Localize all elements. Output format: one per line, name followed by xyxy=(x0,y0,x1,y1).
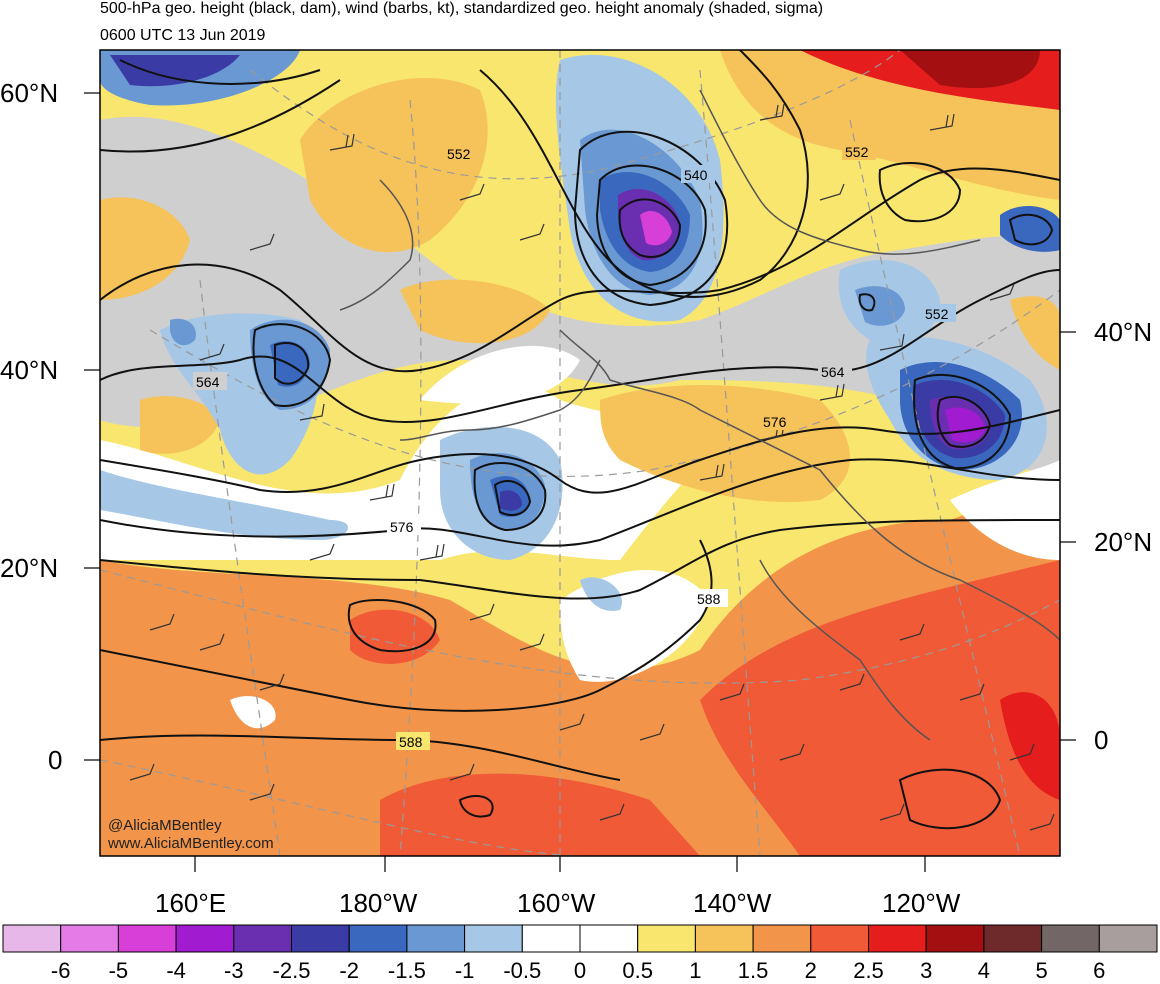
colorbar-box xyxy=(117,924,177,953)
lon-label-180w: 180°W xyxy=(339,888,418,918)
colorbar-box xyxy=(810,924,869,953)
contour-label-552-c: 552 xyxy=(925,306,949,322)
colorbar-label: 1.5 xyxy=(737,958,769,983)
colorbar-label: 6 xyxy=(1093,958,1106,983)
map-frame xyxy=(99,49,1061,857)
colorbar-label: -2.5 xyxy=(272,958,311,983)
lat-label-60n: 60°N xyxy=(0,78,59,108)
colorbar-box xyxy=(868,924,927,953)
contour-label-588-b: 588 xyxy=(399,734,423,750)
colorbar-label: 0.5 xyxy=(622,958,653,983)
contour-label-564-b: 564 xyxy=(821,364,845,380)
colorbar-box xyxy=(579,924,639,953)
lat-label-0-right: 0 xyxy=(1094,725,1109,755)
credit-handle: @AliciaMBentley xyxy=(108,817,222,834)
colorbar-label: 1 xyxy=(689,958,702,983)
colorbar-box xyxy=(1041,924,1100,953)
colorbar-box xyxy=(752,924,812,953)
colorbar-box xyxy=(233,924,293,953)
contour-label-552-a: 552 xyxy=(447,146,471,162)
valid-time: 0600 UTC 13 Jun 2019 xyxy=(100,27,266,44)
colorbar-box xyxy=(637,924,696,953)
colorbar-box xyxy=(2,924,62,953)
lat-label-40n: 40°N xyxy=(0,355,59,385)
lon-label-160e: 160°E xyxy=(155,888,227,918)
contour-label-564-a: 564 xyxy=(196,374,220,390)
colorbar-box xyxy=(291,924,350,953)
lat-label-20n: 20°N xyxy=(0,553,59,583)
colorbar-label: -3 xyxy=(224,958,244,983)
lon-label-120w: 120°W xyxy=(882,888,961,918)
credit-website: www.AliciaMBentley.com xyxy=(108,835,274,852)
lon-label-140w: 140°W xyxy=(693,888,772,918)
colorbar-label: -6 xyxy=(50,958,71,983)
colorbar-label: -0.5 xyxy=(503,958,542,983)
coastlines xyxy=(339,89,1060,741)
colorbar-label: 2.5 xyxy=(853,958,884,983)
colorbar-box xyxy=(983,924,1043,953)
colorbar-label: -5 xyxy=(108,958,129,983)
colorbar-box xyxy=(60,924,119,953)
contour-label-576-a: 576 xyxy=(390,519,414,535)
colorbar-box xyxy=(175,924,235,953)
colorbar xyxy=(2,924,1158,953)
contour-label-576-b: 576 xyxy=(763,414,787,430)
colorbar-label: -4 xyxy=(166,958,186,983)
colorbar-box xyxy=(348,924,408,953)
lat-label-20n-right: 20°N xyxy=(1094,527,1153,557)
contour-label-540: 540 xyxy=(684,167,708,183)
lon-label-160w: 160°W xyxy=(517,888,596,918)
colorbar-label: 0 xyxy=(573,958,587,983)
colorbar-box xyxy=(464,924,523,953)
colorbar-label: 3 xyxy=(920,958,933,983)
colorbar-label: 4 xyxy=(977,958,991,983)
lat-label-0: 0 xyxy=(48,745,63,775)
colorbar-label: -1.5 xyxy=(387,958,426,983)
anomaly-shading xyxy=(100,50,1060,856)
colorbar-box xyxy=(694,924,754,953)
colorbar-box xyxy=(406,924,466,953)
wind-barbs xyxy=(129,103,1055,831)
colorbar-label: 2 xyxy=(804,958,817,983)
contour-label-552-b: 552 xyxy=(845,144,869,160)
contour-labels: 552 540 552 552 564 564 576 576 588 588 xyxy=(193,142,956,750)
colorbar-box xyxy=(521,924,581,953)
colorbar-label: -1 xyxy=(454,958,475,983)
colorbar-label: -2 xyxy=(339,958,359,983)
contour-label-588-a: 588 xyxy=(697,591,721,607)
chart-title: 500-hPa geo. height (black, dam), wind (… xyxy=(100,0,824,17)
colorbar-box xyxy=(1098,924,1158,953)
colorbar-box xyxy=(925,924,985,953)
lat-label-40n-right: 40°N xyxy=(1094,317,1153,347)
axis-ticks xyxy=(84,92,1076,872)
colorbar-label: 5 xyxy=(1035,958,1048,983)
